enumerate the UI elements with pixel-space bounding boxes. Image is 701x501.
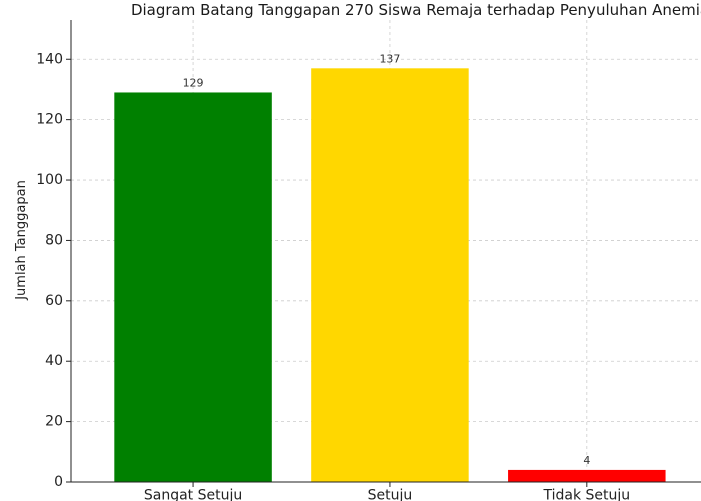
bar [311,68,469,483]
y-tick-label: 20 [45,414,63,430]
y-tick-label: 80 [45,232,63,248]
x-tick-label: Setuju [368,488,413,501]
bar [114,92,272,483]
bar [508,469,666,482]
y-tick-label: 140 [36,51,63,67]
bar-value-label: 137 [379,52,400,65]
axes-layer [66,20,701,487]
x-tick-label: Sangat Setuju [144,488,242,501]
y-tick-label: 100 [36,172,63,188]
y-tick-label: 0 [54,474,63,490]
y-tick-label: 60 [45,293,63,309]
bars-layer [114,68,666,483]
chart-title: Diagram Batang Tanggapan 270 Siswa Remaj… [131,1,701,19]
y-tick-label: 40 [45,353,63,369]
bar-value-label: 129 [183,76,204,89]
y-tick-label: 120 [36,112,63,128]
x-tick-label: Tidak Setuju [542,488,630,501]
bar-value-label: 4 [583,454,590,467]
labels-layer: 0 20 40 60 80 100 120 140 129 Sangat Setuju 137 Set… [36,51,630,501]
y-axis-label: Jumlah Tanggapan [14,180,29,301]
